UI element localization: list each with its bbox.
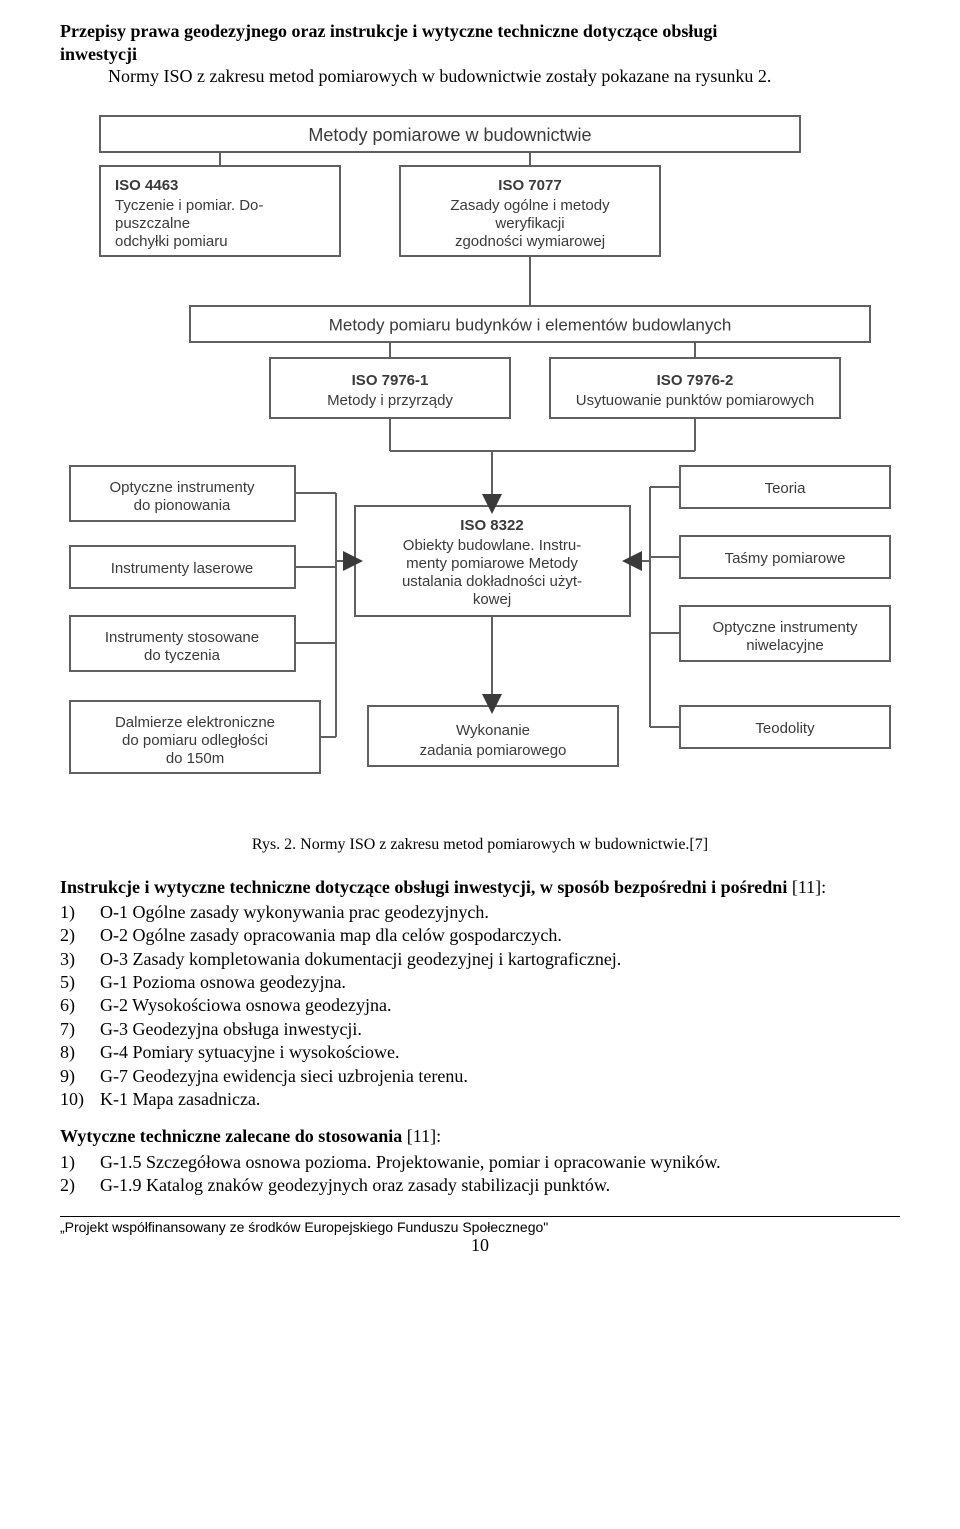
page-number: 10 [60, 1235, 900, 1256]
diagram-iso8322-l0: ISO 8322 [460, 516, 523, 533]
diagram-wyk-l0: Wykonanie [456, 721, 530, 738]
diagram-iso7077-l2: weryfikacji [494, 214, 564, 231]
list-item-number: 2) [60, 924, 100, 947]
list-item-number: 1) [60, 901, 100, 924]
list-item-number: 9) [60, 1065, 100, 1088]
list-item: 3)O-3 Zasady kompletowania dokumentacji … [60, 948, 900, 971]
diagram-iso8322-l3: ustalania dokładności użyt- [402, 572, 582, 589]
diagram-top: Metody pomiarowe w budownictwie [308, 124, 591, 144]
diagram-iso4463-l0: ISO 4463 [115, 176, 178, 193]
section1-after: [11]: [787, 877, 826, 897]
list-item: 1)G-1.5 Szczegółowa osnowa pozioma. Proj… [60, 1151, 900, 1174]
diagram-teod: Teodolity [755, 719, 815, 736]
diagram-dalm-l1: do pomiaru odległości [122, 731, 268, 748]
diagram-teoria: Teoria [765, 479, 807, 496]
diagram-iso4463-l2: puszczalne [115, 214, 190, 231]
diagram-tasmy: Taśmy pomiarowe [725, 549, 846, 566]
section-instructions-heading: Instrukcje i wytyczne techniczne dotyczą… [60, 876, 900, 899]
section1-bold: Instrukcje i wytyczne techniczne dotyczą… [60, 877, 787, 897]
diagram-iso79761-l1: Metody i przyrządy [327, 391, 453, 408]
section2-bold: Wytyczne techniczne zalecane do stosowan… [60, 1126, 402, 1146]
list-item-text: K-1 Mapa zasadnicza. [100, 1088, 260, 1111]
diagram-tycz-l1: do tyczenia [144, 646, 221, 663]
diagram-iso7077-l1: Zasady ogólne i metody [450, 196, 610, 213]
diagram-iso8322-l4: kowej [473, 590, 511, 607]
diagram-opt-niw-l1: niwelacyjne [746, 636, 824, 653]
diagram-iso4463-l1: Tyczenie i pomiar. Do- [115, 196, 263, 213]
list-item-number: 1) [60, 1151, 100, 1174]
diagram-iso79762-l0: ISO 7976-2 [657, 371, 734, 388]
list-item-text: G-7 Geodezyjna ewidencja sieci uzbrojeni… [100, 1065, 468, 1088]
diagram-opt-niw-l0: Optyczne instrumenty [712, 618, 858, 635]
list-item-text: O-1 Ogólne zasady wykonywania prac geode… [100, 901, 489, 924]
heading-line2: inwestycji [60, 43, 900, 66]
list-item-number: 7) [60, 1018, 100, 1041]
list-item-number: 8) [60, 1041, 100, 1064]
diagram-midwide: Metody pomiaru budynków i elementów budo… [329, 315, 732, 334]
section-guidelines-heading: Wytyczne techniczne zalecane do stosowan… [60, 1125, 900, 1148]
list-item-text: G-1.5 Szczegółowa osnowa pozioma. Projek… [100, 1151, 721, 1174]
list-item-text: G-3 Geodezyjna obsługa inwestycji. [100, 1018, 362, 1041]
list-item-number: 6) [60, 994, 100, 1017]
list-item-text: O-2 Ogólne zasady opracowania map dla ce… [100, 924, 562, 947]
diagram-iso8322-l1: Obiekty budowlane. Instru- [403, 536, 581, 553]
list-item: 6)G-2 Wysokościowa osnowa geodezyjna. [60, 994, 900, 1017]
section2-list: 1)G-1.5 Szczegółowa osnowa pozioma. Proj… [60, 1151, 900, 1198]
diagram-dalm-l0: Dalmierze elektroniczne [115, 713, 275, 730]
diagram-opt-pion-l0: Optyczne instrumenty [109, 478, 255, 495]
list-item: 8)G-4 Pomiary sytuacyjne i wysokościowe. [60, 1041, 900, 1064]
diagram-iso7077-l0: ISO 7077 [498, 176, 561, 193]
list-item: 2)O-2 Ogólne zasady opracowania map dla … [60, 924, 900, 947]
diagram-laser: Instrumenty laserowe [111, 559, 254, 576]
diagram-opt-pion-l1: do pionowania [134, 496, 231, 513]
list-item-number: 2) [60, 1174, 100, 1197]
diagram-iso4463-l3: odchyłki pomiaru [115, 232, 228, 249]
list-item-text: G-1.9 Katalog znaków geodezyjnych oraz z… [100, 1174, 610, 1197]
diagram-dalm-l2: do 150m [166, 749, 224, 766]
list-item: 7)G-3 Geodezyjna obsługa inwestycji. [60, 1018, 900, 1041]
list-item: 1)O-1 Ogólne zasady wykonywania prac geo… [60, 901, 900, 924]
list-item: 10)K-1 Mapa zasadnicza. [60, 1088, 900, 1111]
footer-text: „Projekt współfinansowany ze środków Eur… [60, 1216, 900, 1235]
diagram-iso79761-l0: ISO 7976-1 [352, 371, 429, 388]
list-item-number: 3) [60, 948, 100, 971]
diagram-iso7077-l3: zgodności wymiarowej [455, 232, 605, 249]
diagram-wyk-l1: zadania pomiarowego [420, 741, 567, 758]
list-item: 5)G-1 Pozioma osnowa geodezyjna. [60, 971, 900, 994]
list-item: 9)G-7 Geodezyjna ewidencja sieci uzbroje… [60, 1065, 900, 1088]
figure-caption: Rys. 2. Normy ISO z zakresu metod pomiar… [60, 836, 900, 854]
diagram-iso8322-l2: menty pomiarowe Metody [406, 554, 578, 571]
iso-diagram-svg: Metody pomiarowe w budownictwie ISO 4463… [60, 106, 900, 826]
list-item: 2)G-1.9 Katalog znaków geodezyjnych oraz… [60, 1174, 900, 1197]
heading-line1: Przepisy prawa geodezyjnego oraz instruk… [60, 20, 900, 43]
diagram-tycz-l0: Instrumenty stosowane [105, 628, 259, 645]
intro-paragraph: Normy ISO z zakresu metod pomiarowych w … [60, 65, 900, 88]
list-item-text: G-2 Wysokościowa osnowa geodezyjna. [100, 994, 392, 1017]
list-item-text: O-3 Zasady kompletowania dokumentacji ge… [100, 948, 621, 971]
list-item-text: G-1 Pozioma osnowa geodezyjna. [100, 971, 346, 994]
section2-after: [11]: [402, 1126, 441, 1146]
list-item-number: 5) [60, 971, 100, 994]
iso-diagram: Metody pomiarowe w budownictwie ISO 4463… [60, 106, 900, 826]
list-item-text: G-4 Pomiary sytuacyjne i wysokościowe. [100, 1041, 399, 1064]
section1-list: 1)O-1 Ogólne zasady wykonywania prac geo… [60, 901, 900, 1112]
list-item-number: 10) [60, 1088, 100, 1111]
diagram-iso79762-l1: Usytuowanie punktów pomiarowych [576, 391, 814, 408]
